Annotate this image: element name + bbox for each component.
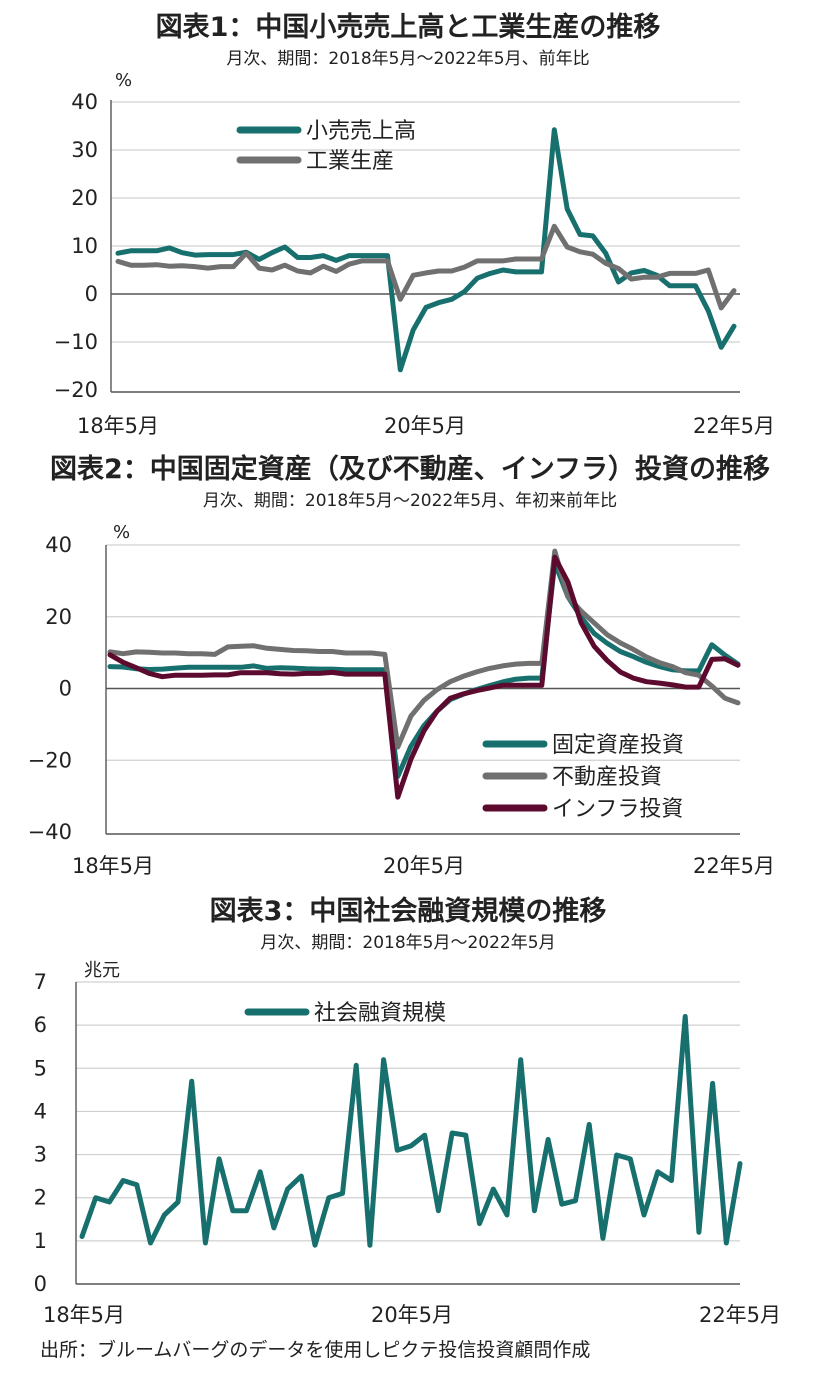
chart-3-x-tick-2: 22年5月 <box>699 1303 781 1327</box>
chart-1-title: 図表1：中国小売売上高と工業生産の推移 <box>156 11 661 43</box>
chart-2-legend-label-2: 不動産投資 <box>552 765 662 790</box>
chart-3-y-tick: 4 <box>34 1099 47 1123</box>
chart-2-unit: % <box>113 522 130 543</box>
chart-1-y-tick: 20 <box>71 186 98 210</box>
chart-3-title: 図表3：中国社会融資規模の推移 <box>210 895 607 927</box>
chart-1-x-tick-2: 22年5月 <box>693 414 775 438</box>
chart-1-y-tick: 0 <box>85 282 98 306</box>
chart-3-y-tick: 7 <box>34 970 47 994</box>
chart-2-subtitle: 月次、期間：2018年5月～2022年5月、年初来前年比 <box>203 491 617 511</box>
chart-3-y-tick: 3 <box>34 1143 47 1167</box>
chart-3-y-tick: 6 <box>34 1013 47 1037</box>
chart-1-y-tick: 40 <box>71 90 98 114</box>
chart-1-x-tick-1: 20年5月 <box>384 414 466 438</box>
chart-1-subtitle: 月次、期間：2018年5月～2022年5月、前年比 <box>226 49 589 69</box>
chart-2-x-tick-1: 20年5月 <box>383 854 465 878</box>
chart-3-y-tick: 1 <box>34 1229 47 1253</box>
chart-3-x-tick-0: 18年5月 <box>43 1303 125 1327</box>
chart-1-series-line-1 <box>115 127 737 373</box>
chart-2-x-tick-2: 22年5月 <box>693 854 775 878</box>
chart-2-series-line-1 <box>107 560 741 779</box>
chart-3-legend-label-1: 社会融資規模 <box>314 1001 446 1026</box>
chart-2-y-tick: 40 <box>45 533 72 557</box>
chart-1-y-tick: 30 <box>71 138 98 162</box>
chart-3-unit: 兆元 <box>84 960 120 981</box>
chart-1-legend-label-1: 小売売上高 <box>306 119 416 144</box>
chart-2-legend-label-3: インフラ投資 <box>552 797 683 822</box>
chart-2-y-tick: 20 <box>45 605 72 629</box>
chart-1: 図表1：中国小売売上高と工業生産の推移 月次、期間：2018年5月～2022年5… <box>54 11 775 438</box>
chart-2-title: 図表2：中国固定資産（及び不動産、インフラ）投資の推移 <box>50 453 770 485</box>
chart-2-y-tick: −20 <box>28 748 72 772</box>
chart-2-series-line-3 <box>107 554 741 800</box>
chart-3-y-tick: 0 <box>34 1272 47 1296</box>
chart-2-y-tick: −40 <box>28 820 72 844</box>
chart-2-series-line-2 <box>107 548 741 750</box>
chart-3-series-line-1 <box>79 1014 743 1248</box>
chart-1-y-tick: −20 <box>54 378 98 402</box>
chart-1-x-tick-0: 18年5月 <box>77 414 159 438</box>
chart-3-subtitle: 月次、期間：2018年5月～2022年5月 <box>260 933 555 953</box>
chart-3-x-tick-1: 20年5月 <box>371 1303 453 1327</box>
chart-2-legend-label-1: 固定資産投資 <box>552 733 684 758</box>
chart-1-legend-label-2: 工業生産 <box>306 149 394 174</box>
chart-1-unit: % <box>115 70 132 91</box>
source-note: 出所：ブルームバーグのデータを使用しピクテ投信投資顧問作成 <box>40 1338 590 1361</box>
chart-2-y-tick: 0 <box>59 677 72 701</box>
chart-2-x-tick-0: 18年5月 <box>72 854 154 878</box>
chart-3: 図表3：中国社会融資規模の推移 月次、期間：2018年5月～2022年5月 兆元… <box>34 895 781 1327</box>
chart-3-y-tick: 2 <box>34 1186 47 1210</box>
chart-2: 図表2：中国固定資産（及び不動産、インフラ）投資の推移 月次、期間：2018年5… <box>28 453 775 878</box>
chart-1-y-tick: −10 <box>54 330 98 354</box>
chart-1-series-line-2 <box>115 223 737 311</box>
chart-3-y-tick: 5 <box>34 1056 47 1080</box>
chart-1-y-tick: 10 <box>71 234 98 258</box>
